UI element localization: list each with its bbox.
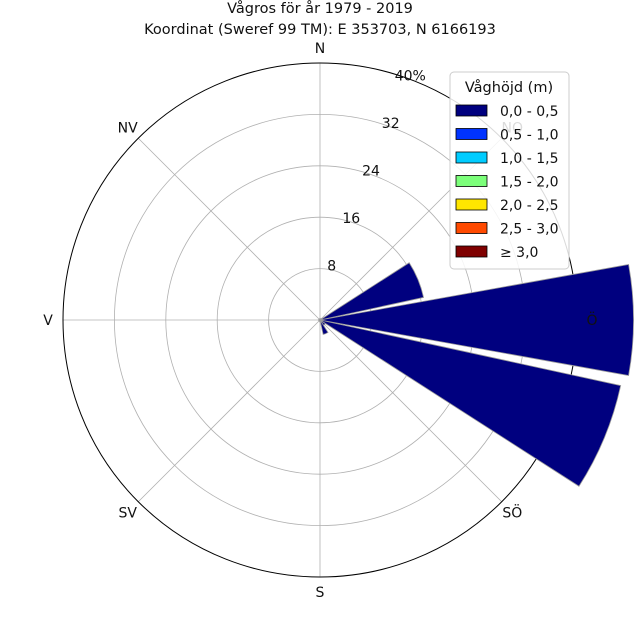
legend-label: 2,0 - 2,5 (500, 198, 558, 214)
wave-sectors (319, 263, 634, 487)
legend: Våghöjd (m) 0,0 - 0,5 0,5 - 1,0 1,0 - 1,5 1… (450, 72, 569, 269)
ring-label: 8 (327, 259, 336, 275)
legend-swatch (456, 105, 487, 116)
legend-title: Våghöjd (m) (465, 79, 553, 96)
legend-label: 1,0 - 1,5 (500, 151, 558, 167)
direction-label: N (315, 41, 325, 57)
sector-bar (319, 319, 320, 320)
chart-title: Vågros för år 1979 - 2019 (227, 0, 413, 17)
direction-label: NV (118, 121, 138, 137)
grid-spoke (138, 138, 320, 320)
legend-swatch (456, 223, 487, 234)
ring-label: 40% (395, 69, 426, 85)
ring-labels: 8 16 24 32 40% (327, 69, 426, 275)
legend-swatch (456, 246, 487, 257)
ring-label: 32 (382, 116, 400, 132)
direction-label: Ö (586, 311, 597, 329)
direction-label: SÖ (502, 503, 522, 521)
legend-label: 1,5 - 2,0 (500, 175, 558, 191)
legend-label: 0,5 - 1,0 (500, 128, 558, 144)
legend-swatch (456, 152, 487, 163)
legend-label: ≥ 3,0 (500, 245, 538, 261)
legend-swatch (456, 129, 487, 140)
ring-label: 24 (362, 164, 380, 180)
legend-box (450, 72, 569, 269)
legend-swatch (456, 199, 487, 210)
direction-label: SV (118, 505, 137, 521)
legend-label: 2,5 - 3,0 (500, 222, 558, 238)
direction-label: V (43, 313, 53, 329)
ring-label: 16 (342, 211, 360, 227)
direction-label: S (316, 585, 325, 601)
chart-subtitle: Koordinat (Sweref 99 TM): E 353703, N 61… (144, 22, 496, 38)
legend-label: 0,0 - 0,5 (500, 104, 558, 120)
legend-swatch (456, 176, 487, 187)
grid-spoke (138, 320, 320, 502)
